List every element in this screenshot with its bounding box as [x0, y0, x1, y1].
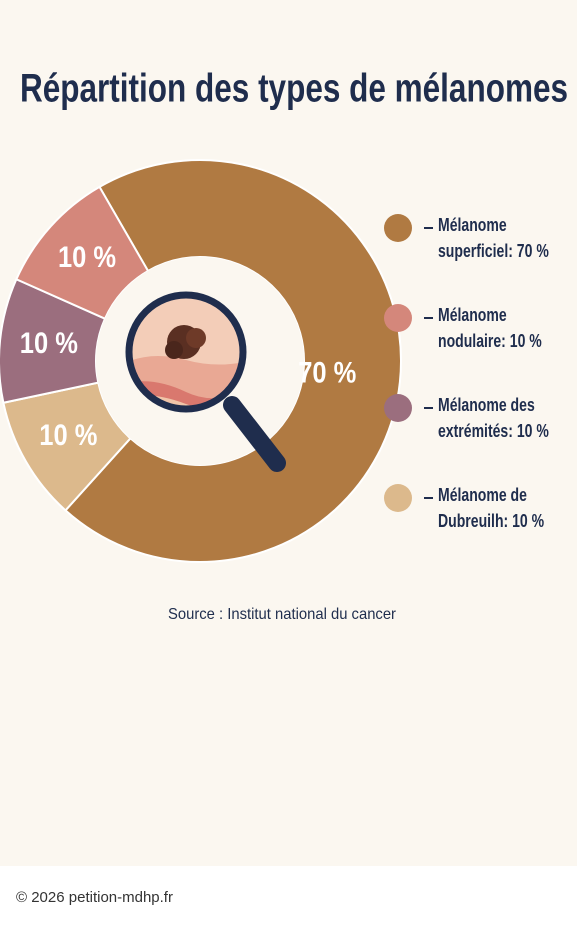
slice-label: 10 % — [58, 240, 116, 273]
legend-dash — [424, 497, 433, 499]
legend-dash — [424, 227, 433, 229]
legend-label: Mélanome de Dubreuilh: 10 % — [438, 485, 545, 531]
slice-label: 10 % — [20, 326, 78, 359]
chart: Répartition des types de mélanomes 70 % 1… — [0, 67, 568, 623]
legend-label: Mélanome superficiel: 70 % — [438, 215, 549, 261]
legend-swatch — [384, 394, 412, 422]
legend-swatch — [384, 304, 412, 332]
legend-dash — [424, 317, 433, 319]
source: Source : Institut national du cancer — [168, 606, 397, 623]
slice-label: 10 % — [39, 418, 97, 451]
legend-dash — [424, 407, 433, 409]
slice-label: 70 % — [298, 355, 356, 388]
legend-swatch — [384, 484, 412, 512]
legend-label: Mélanome des extrémités: 10 % — [438, 395, 549, 441]
footer: © 2026 petition-mdhp.fr — [16, 889, 173, 906]
chart-title: Répartition des types de mélanomes — [20, 67, 568, 111]
legend-swatch — [384, 214, 412, 242]
legend-label: Mélanome nodulaire: 10 % — [438, 305, 542, 351]
